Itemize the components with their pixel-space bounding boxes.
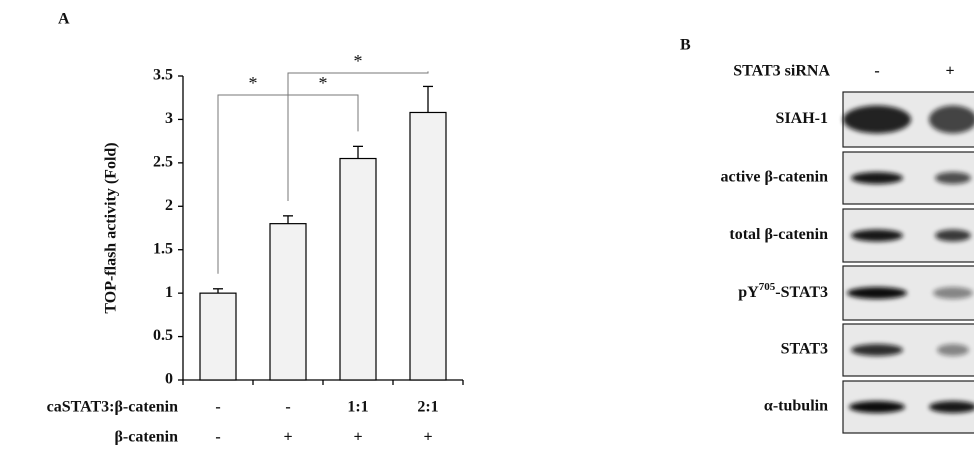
bar <box>339 157 377 381</box>
band-label: total β-catenin <box>729 226 828 243</box>
blot-band <box>929 401 974 413</box>
condition-name: β-catenin <box>114 429 178 446</box>
panel-label: B <box>680 37 691 54</box>
band-label-sup: 705 <box>759 281 776 293</box>
band-label-part: -STAT3 <box>775 284 828 301</box>
significance-label: * <box>319 73 328 93</box>
condition-name: caSTAT3:β-catenin <box>47 399 178 416</box>
bar <box>199 292 237 381</box>
band-label: active β-catenin <box>720 169 828 186</box>
blot-band <box>849 401 905 413</box>
y-tick-label: 0 <box>165 371 173 388</box>
band-label: α-tubulin <box>764 398 828 415</box>
y-tick-label: 2.5 <box>153 154 173 171</box>
condition-value: 2:1 <box>417 399 438 416</box>
blot-band <box>935 172 971 184</box>
y-tick-label: 2 <box>165 197 173 214</box>
condition-value: - <box>285 399 290 416</box>
blot-band <box>847 287 907 299</box>
condition-value: + <box>353 429 362 446</box>
condition-value: - <box>215 429 220 446</box>
significance-label: * <box>354 51 363 71</box>
y-tick-label: 0.5 <box>153 327 173 344</box>
band-label: pY705-STAT3 <box>738 281 828 301</box>
band-label-part: pY <box>738 284 759 301</box>
blot-band <box>937 344 969 356</box>
lane-label: - <box>874 63 879 80</box>
y-tick-label: 3 <box>165 110 173 127</box>
blot-band <box>935 229 971 242</box>
blot-band <box>851 172 903 184</box>
bar <box>409 111 447 381</box>
condition-value: + <box>283 429 292 446</box>
band-label: SIAH-1 <box>776 110 828 127</box>
y-tick-label: 1 <box>165 284 173 301</box>
y-tick-label: 1.5 <box>153 240 173 257</box>
condition-value: + <box>423 429 432 446</box>
bar <box>269 223 307 381</box>
blot-band <box>933 287 973 299</box>
panel-label: A <box>58 11 70 28</box>
condition-value: - <box>215 399 220 416</box>
blot-band <box>843 105 911 134</box>
significance-label: * <box>249 73 258 93</box>
band-label: STAT3 <box>781 341 828 358</box>
blot-band <box>929 105 974 134</box>
y-axis-label: TOP-flash activity (Fold) <box>103 142 120 313</box>
blot-band <box>851 344 903 356</box>
condition-value: 1:1 <box>347 399 368 416</box>
treatment-label: STAT3 siRNA <box>733 63 830 80</box>
significance-bracket <box>287 71 429 201</box>
blot-band <box>851 229 903 242</box>
lane-label: + <box>945 63 954 80</box>
y-tick-label: 3.5 <box>153 67 173 84</box>
